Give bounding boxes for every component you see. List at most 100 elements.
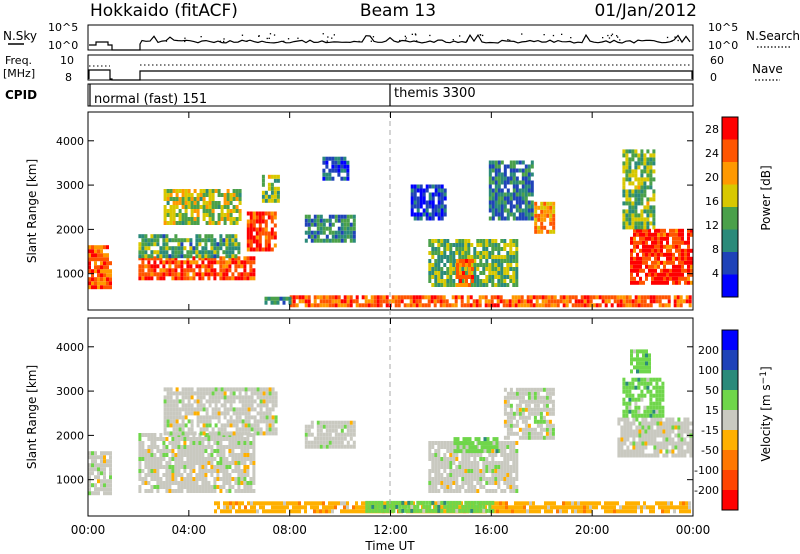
data-cell [683,437,687,442]
data-cell [213,441,217,445]
data-cell [664,505,667,510]
data-cell [497,247,501,251]
data-cell [464,255,468,259]
data-cell [512,251,516,255]
data-cell [331,303,335,308]
data-cell [346,168,350,173]
data-cell [639,268,642,273]
data-cell [418,303,422,308]
data-cell [485,247,489,251]
data-cell [207,260,211,265]
data-cell [343,299,347,304]
data-cell [244,403,248,408]
data-cell [515,208,519,213]
data-cell [235,205,239,209]
data-cell [273,211,277,216]
data-cell [509,168,513,173]
data-cell [428,508,432,513]
data-cell [202,427,206,432]
data-cell [536,435,540,440]
data-cell [437,243,441,247]
data-cell [544,303,548,308]
data-cell [237,481,241,485]
data-cell [162,246,166,251]
data-cell [166,399,170,404]
data-cell [190,217,194,221]
data-cell [640,197,644,202]
data-cell [633,268,636,273]
data-cell [198,489,202,493]
data-cell [231,449,235,453]
data-cell [174,461,178,465]
data-cell [622,185,626,190]
data-cell [255,227,259,232]
data-cell [509,427,513,432]
data-cell [476,504,480,509]
data-cell [625,201,629,206]
data-cell [100,277,103,282]
data-cell [240,437,244,441]
data-cell [437,251,441,255]
data-cell [172,431,176,436]
data-cell [534,229,538,234]
data-cell [304,230,308,235]
data-cell [219,268,223,273]
data-cell [637,225,641,230]
data-cell [461,465,465,469]
data-cell [270,235,274,240]
data-cell [473,485,477,489]
data-cell [346,176,350,181]
data-cell [534,217,538,222]
data-cell [644,425,648,430]
data-cell [655,413,659,418]
data-cell [684,280,687,285]
data-cell [512,469,516,473]
data-cell [437,267,441,271]
data-cell [352,214,356,219]
data-cell [653,433,657,438]
data-cell [253,423,257,428]
data-cell [520,299,524,304]
data-cell [328,509,331,514]
data-cell [509,196,513,201]
data-cell [462,283,465,287]
data-cell [473,283,477,287]
data-cell [271,395,275,400]
data-cell [497,216,501,221]
data-cell [449,481,453,485]
data-cell [482,283,486,287]
data-cell [195,234,199,239]
data-cell [289,303,293,308]
data-cell [94,285,97,290]
data-cell [635,429,639,434]
data-cell [517,501,520,506]
data-cell [100,467,103,472]
data-cell [639,264,642,269]
data-cell [527,395,531,400]
data-cell [664,303,668,308]
data-cell [652,149,656,154]
data-cell [232,221,236,225]
data-cell [434,184,438,189]
data-cell [470,500,474,505]
data-cell [540,201,544,206]
data-cell [186,457,190,461]
data-cell [541,303,545,308]
data-cell [633,365,636,370]
data-cell [440,267,444,271]
data-cell [235,395,239,400]
data-cell [631,409,635,414]
data-cell [208,391,212,396]
data-cell [661,303,665,308]
data-cell [232,501,235,506]
data-cell [181,415,185,420]
data-cell [184,217,188,221]
data-cell [174,457,178,461]
data-cell [252,473,256,477]
data-cell [138,473,142,477]
data-cell [419,508,423,513]
data-cell [636,244,639,249]
data-cell [361,505,364,510]
data-cell [184,189,188,193]
data-cell [346,214,350,219]
